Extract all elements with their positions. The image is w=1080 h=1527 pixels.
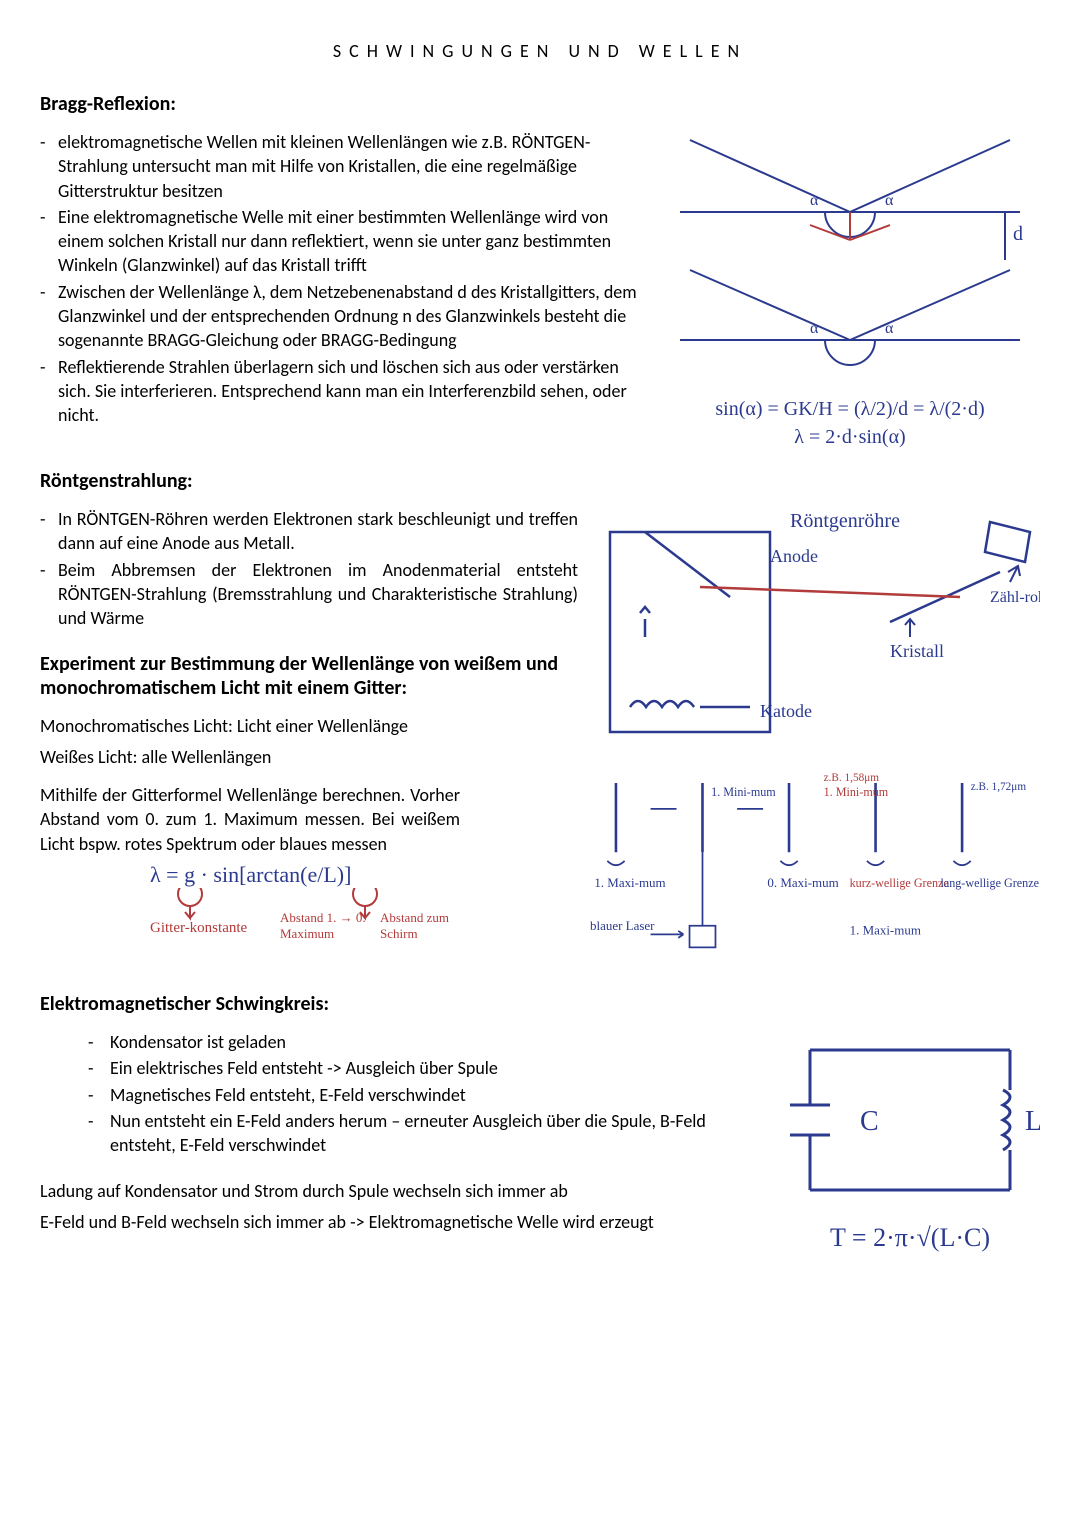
- bragg-formula-2: λ = 2·d·sin(α): [660, 423, 1040, 451]
- list-item: Beim Abbremsen der Elektronen im Anodenm…: [58, 558, 578, 631]
- gitter-formula: λ = g · sin[arctan(e/L)]: [150, 862, 578, 888]
- svg-text:C: C: [860, 1106, 879, 1137]
- section-title-gitter: Experiment zur Bestimmung der Wellenläng…: [40, 652, 578, 700]
- label-abstand2: Abstand zum Schirm: [380, 910, 460, 942]
- section-title-bragg: Bragg-Reflexion:: [40, 92, 1040, 116]
- svg-text:1. Maxi-mum: 1. Maxi-mum: [850, 922, 921, 937]
- schwing-p2: E-Feld und B-Feld wechseln sich immer ab…: [40, 1210, 768, 1234]
- gitter-mono: Monochromatisches Licht: Licht einer Wel…: [40, 714, 578, 738]
- svg-text:lang-wellige Grenze: lang-wellige Grenze: [940, 876, 1039, 890]
- svg-text:blauer Laser: blauer Laser: [590, 918, 655, 933]
- label-gitterkonstante: Gitter-konstante: [150, 920, 247, 937]
- svg-text:α: α: [810, 192, 819, 209]
- schwing-list: Kondensator ist geladen Ein elektrisches…: [40, 1030, 768, 1157]
- roentgen-diagram: Röntgenröhre Anode Katode Kristall Zähl-…: [590, 507, 1040, 747]
- gitter-weiss: Weißes Licht: alle Wellenlängen: [40, 745, 578, 769]
- list-item: Eine elektromagnetische Welle mit einer …: [58, 205, 648, 278]
- list-item: Zwischen der Wellenlänge λ, dem Netzeben…: [58, 280, 648, 353]
- svg-text:z.B. 1,72μm: z.B. 1,72μm: [971, 781, 1027, 793]
- bragg-list: elektromagnetische Wellen mit kleinen We…: [40, 130, 648, 428]
- list-item: Nun entsteht ein E-Feld anders herum – e…: [110, 1109, 768, 1158]
- section-title-schwing: Elektromagnetischer Schwingkreis:: [40, 992, 1040, 1016]
- svg-text:1. Mini-mum: 1. Mini-mum: [711, 785, 776, 799]
- svg-text:z.B. 1,58μm: z.B. 1,58μm: [824, 772, 880, 784]
- svg-text:1. Maxi-mum: 1. Maxi-mum: [594, 875, 665, 890]
- list-item: elektromagnetische Wellen mit kleinen We…: [58, 130, 648, 203]
- svg-text:d: d: [1013, 223, 1023, 245]
- svg-text:α: α: [885, 192, 894, 209]
- svg-text:α: α: [885, 320, 894, 337]
- svg-text:Kristall: Kristall: [890, 641, 944, 661]
- svg-text:Anode: Anode: [770, 546, 818, 566]
- svg-text:Röntgenröhre: Röntgenröhre: [790, 510, 900, 532]
- list-item: Ein elektrisches Feld entsteht -> Ausgle…: [110, 1056, 768, 1080]
- gitter-method: Mithilfe der Gitterformel Wellenlänge be…: [40, 783, 460, 856]
- svg-text:Katode: Katode: [760, 701, 812, 721]
- list-item: Kondensator ist geladen: [110, 1030, 768, 1054]
- label-abstand1: Abstand 1. → 0. Maximum: [280, 910, 370, 942]
- schwing-formula: T = 2·π·√(L·C): [780, 1223, 1040, 1253]
- section-title-roentgen: Röntgenstrahlung:: [40, 469, 1040, 493]
- bragg-diagram: α α α α d: [660, 130, 1040, 390]
- bragg-formula-1: sin(α) = GK/H = (λ/2)/d = λ/(2·d): [660, 395, 1040, 423]
- svg-text:α: α: [810, 320, 819, 337]
- svg-text:Zähl-rohr: Zähl-rohr: [990, 589, 1040, 606]
- gitter-formula-sketch: λ = g · sin[arctan(e/L)] Gitter-konstant…: [150, 862, 578, 972]
- svg-text:kurz-wellige Grenze: kurz-wellige Grenze: [850, 876, 949, 890]
- gitter-diagram: 1. Maxi-mum 1. Mini-mum 0. Maxi-mum 1. M…: [590, 757, 1040, 956]
- roentgen-list: In RÖNTGEN-Röhren werden Elektronen star…: [40, 507, 578, 630]
- svg-text:1. Mini-mum: 1. Mini-mum: [824, 785, 889, 799]
- page-title: SCHWINGUNGEN UND WELLEN: [40, 40, 1040, 62]
- list-item: In RÖNTGEN-Röhren werden Elektronen star…: [58, 507, 578, 556]
- list-item: Magnetisches Feld entsteht, E-Feld versc…: [110, 1083, 768, 1107]
- svg-text:L: L: [1025, 1106, 1040, 1137]
- svg-text:0. Maxi-mum: 0. Maxi-mum: [767, 875, 838, 890]
- list-item: Reflektierende Strahlen überlagern sich …: [58, 355, 648, 428]
- schwingkreis-diagram: C L: [780, 1030, 1040, 1210]
- schwing-p1: Ladung auf Kondensator und Strom durch S…: [40, 1179, 768, 1203]
